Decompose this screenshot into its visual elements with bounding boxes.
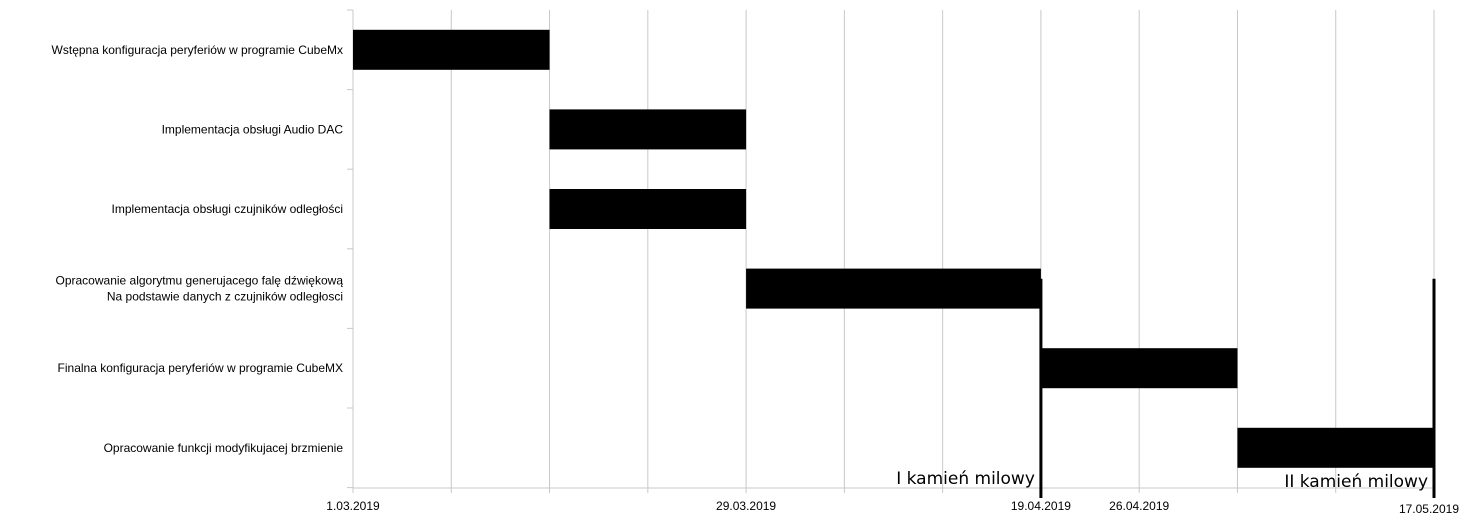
milestone-label: II kamień milowy bbox=[1284, 472, 1428, 492]
task-bar bbox=[1040, 348, 1238, 389]
task-bar bbox=[353, 29, 550, 70]
task-label: Implementacja obsługi czujników odległoś… bbox=[112, 202, 343, 216]
x-tick-label: 19.04.2019 bbox=[1011, 499, 1071, 513]
x-tick-label: 26.04.2019 bbox=[1109, 499, 1169, 513]
task-label: Implementacja obsługi Audio DAC bbox=[162, 122, 344, 136]
task-label: Opracowanie funkcji modyfikujacej brzmie… bbox=[104, 441, 344, 455]
task-bar bbox=[549, 189, 747, 229]
task-label: Opracowanie algorytmu generujacego falę … bbox=[56, 274, 344, 288]
task-bar bbox=[746, 268, 1041, 309]
task-bar bbox=[1237, 427, 1434, 468]
milestone-label: I kamień milowy bbox=[896, 469, 1035, 489]
x-tick-label: 1.03.2019 bbox=[326, 499, 380, 513]
task-bar bbox=[549, 109, 747, 150]
x-tick-label: 17.05.2019 bbox=[1399, 502, 1459, 516]
x-tick-label: 29.03.2019 bbox=[716, 499, 776, 513]
task-label: Wstępna konfiguracja peryferiów w progra… bbox=[52, 43, 343, 57]
task-label: Finalna konfiguracja peryferiów w progra… bbox=[58, 361, 343, 375]
task-label: Na podstawie danych z czujników odległos… bbox=[107, 290, 343, 304]
